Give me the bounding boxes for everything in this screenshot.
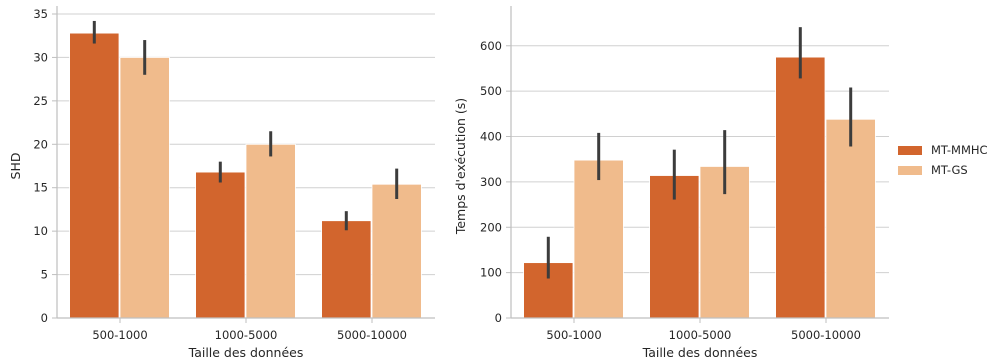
y-tick-label: 20 xyxy=(33,137,48,151)
y-tick-label: 35 xyxy=(33,7,48,21)
bar xyxy=(195,171,246,319)
y-tick-label: 100 xyxy=(480,266,502,280)
chart-shd: 0 5 10 15 20 25 30 35 500-1000 1000-5000 5000-1000… xyxy=(8,6,435,360)
y-tick-label: 0 xyxy=(41,311,48,325)
x-axis-label: Taille des données xyxy=(188,345,304,360)
legend-label: MT-GS xyxy=(931,163,968,177)
bar xyxy=(371,183,422,319)
chart-execution-time: 0 100 200 300 400 500 600 500-1000 1000-5000 5000… xyxy=(453,6,889,360)
legend: MT-MMHC MT-GS xyxy=(898,140,988,180)
y-tick-label: 500 xyxy=(480,84,502,98)
bar xyxy=(245,143,296,319)
legend-item-mt-gs: MT-GS xyxy=(898,160,988,180)
legend-swatch xyxy=(898,145,922,155)
y-tick-label: 15 xyxy=(33,181,48,195)
y-axis-label: Temps d'exécution (s) xyxy=(453,98,468,235)
y-tick-label: 10 xyxy=(33,224,48,238)
x-axis-label: Taille des données xyxy=(642,345,758,360)
y-tick-label: 200 xyxy=(480,220,502,234)
y-tick-label: 0 xyxy=(495,311,502,325)
y-tick-label: 30 xyxy=(33,50,48,64)
legend-label: MT-MMHC xyxy=(931,143,988,157)
legend-item-mt-mmhc: MT-MMHC xyxy=(898,140,988,160)
x-tick-label: 1000-5000 xyxy=(669,328,732,342)
x-tick-label: 500-1000 xyxy=(546,328,601,342)
x-tick-label: 5000-10000 xyxy=(337,328,407,342)
y-tick-label: 25 xyxy=(33,94,48,108)
y-tick-label: 300 xyxy=(480,175,502,189)
bar xyxy=(825,118,876,319)
y-tick-label: 600 xyxy=(480,39,502,53)
y-axis-label: SHD xyxy=(8,153,23,180)
bar xyxy=(775,56,826,319)
x-tick-label: 500-1000 xyxy=(92,328,147,342)
y-tick-label: 5 xyxy=(41,268,48,282)
x-tick-label: 5000-10000 xyxy=(791,328,861,342)
x-tick-label: 1000-5000 xyxy=(215,328,278,342)
bar xyxy=(69,32,120,319)
bar xyxy=(119,57,170,319)
bar xyxy=(573,159,624,319)
y-tick-label: 400 xyxy=(480,130,502,144)
bar xyxy=(321,220,372,319)
legend-swatch xyxy=(898,165,922,175)
